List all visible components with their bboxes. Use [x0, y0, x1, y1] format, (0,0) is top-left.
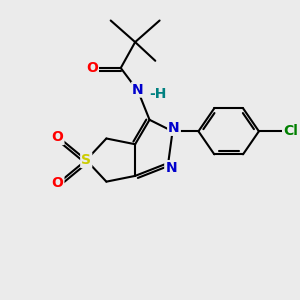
- Text: S: S: [81, 153, 91, 167]
- Text: N: N: [132, 82, 144, 97]
- Text: O: O: [86, 61, 98, 75]
- Text: N: N: [165, 161, 177, 175]
- Text: -H: -H: [149, 87, 167, 101]
- Text: Cl: Cl: [283, 124, 298, 138]
- Text: O: O: [52, 176, 63, 190]
- Text: N: N: [168, 121, 180, 135]
- Text: O: O: [52, 130, 63, 144]
